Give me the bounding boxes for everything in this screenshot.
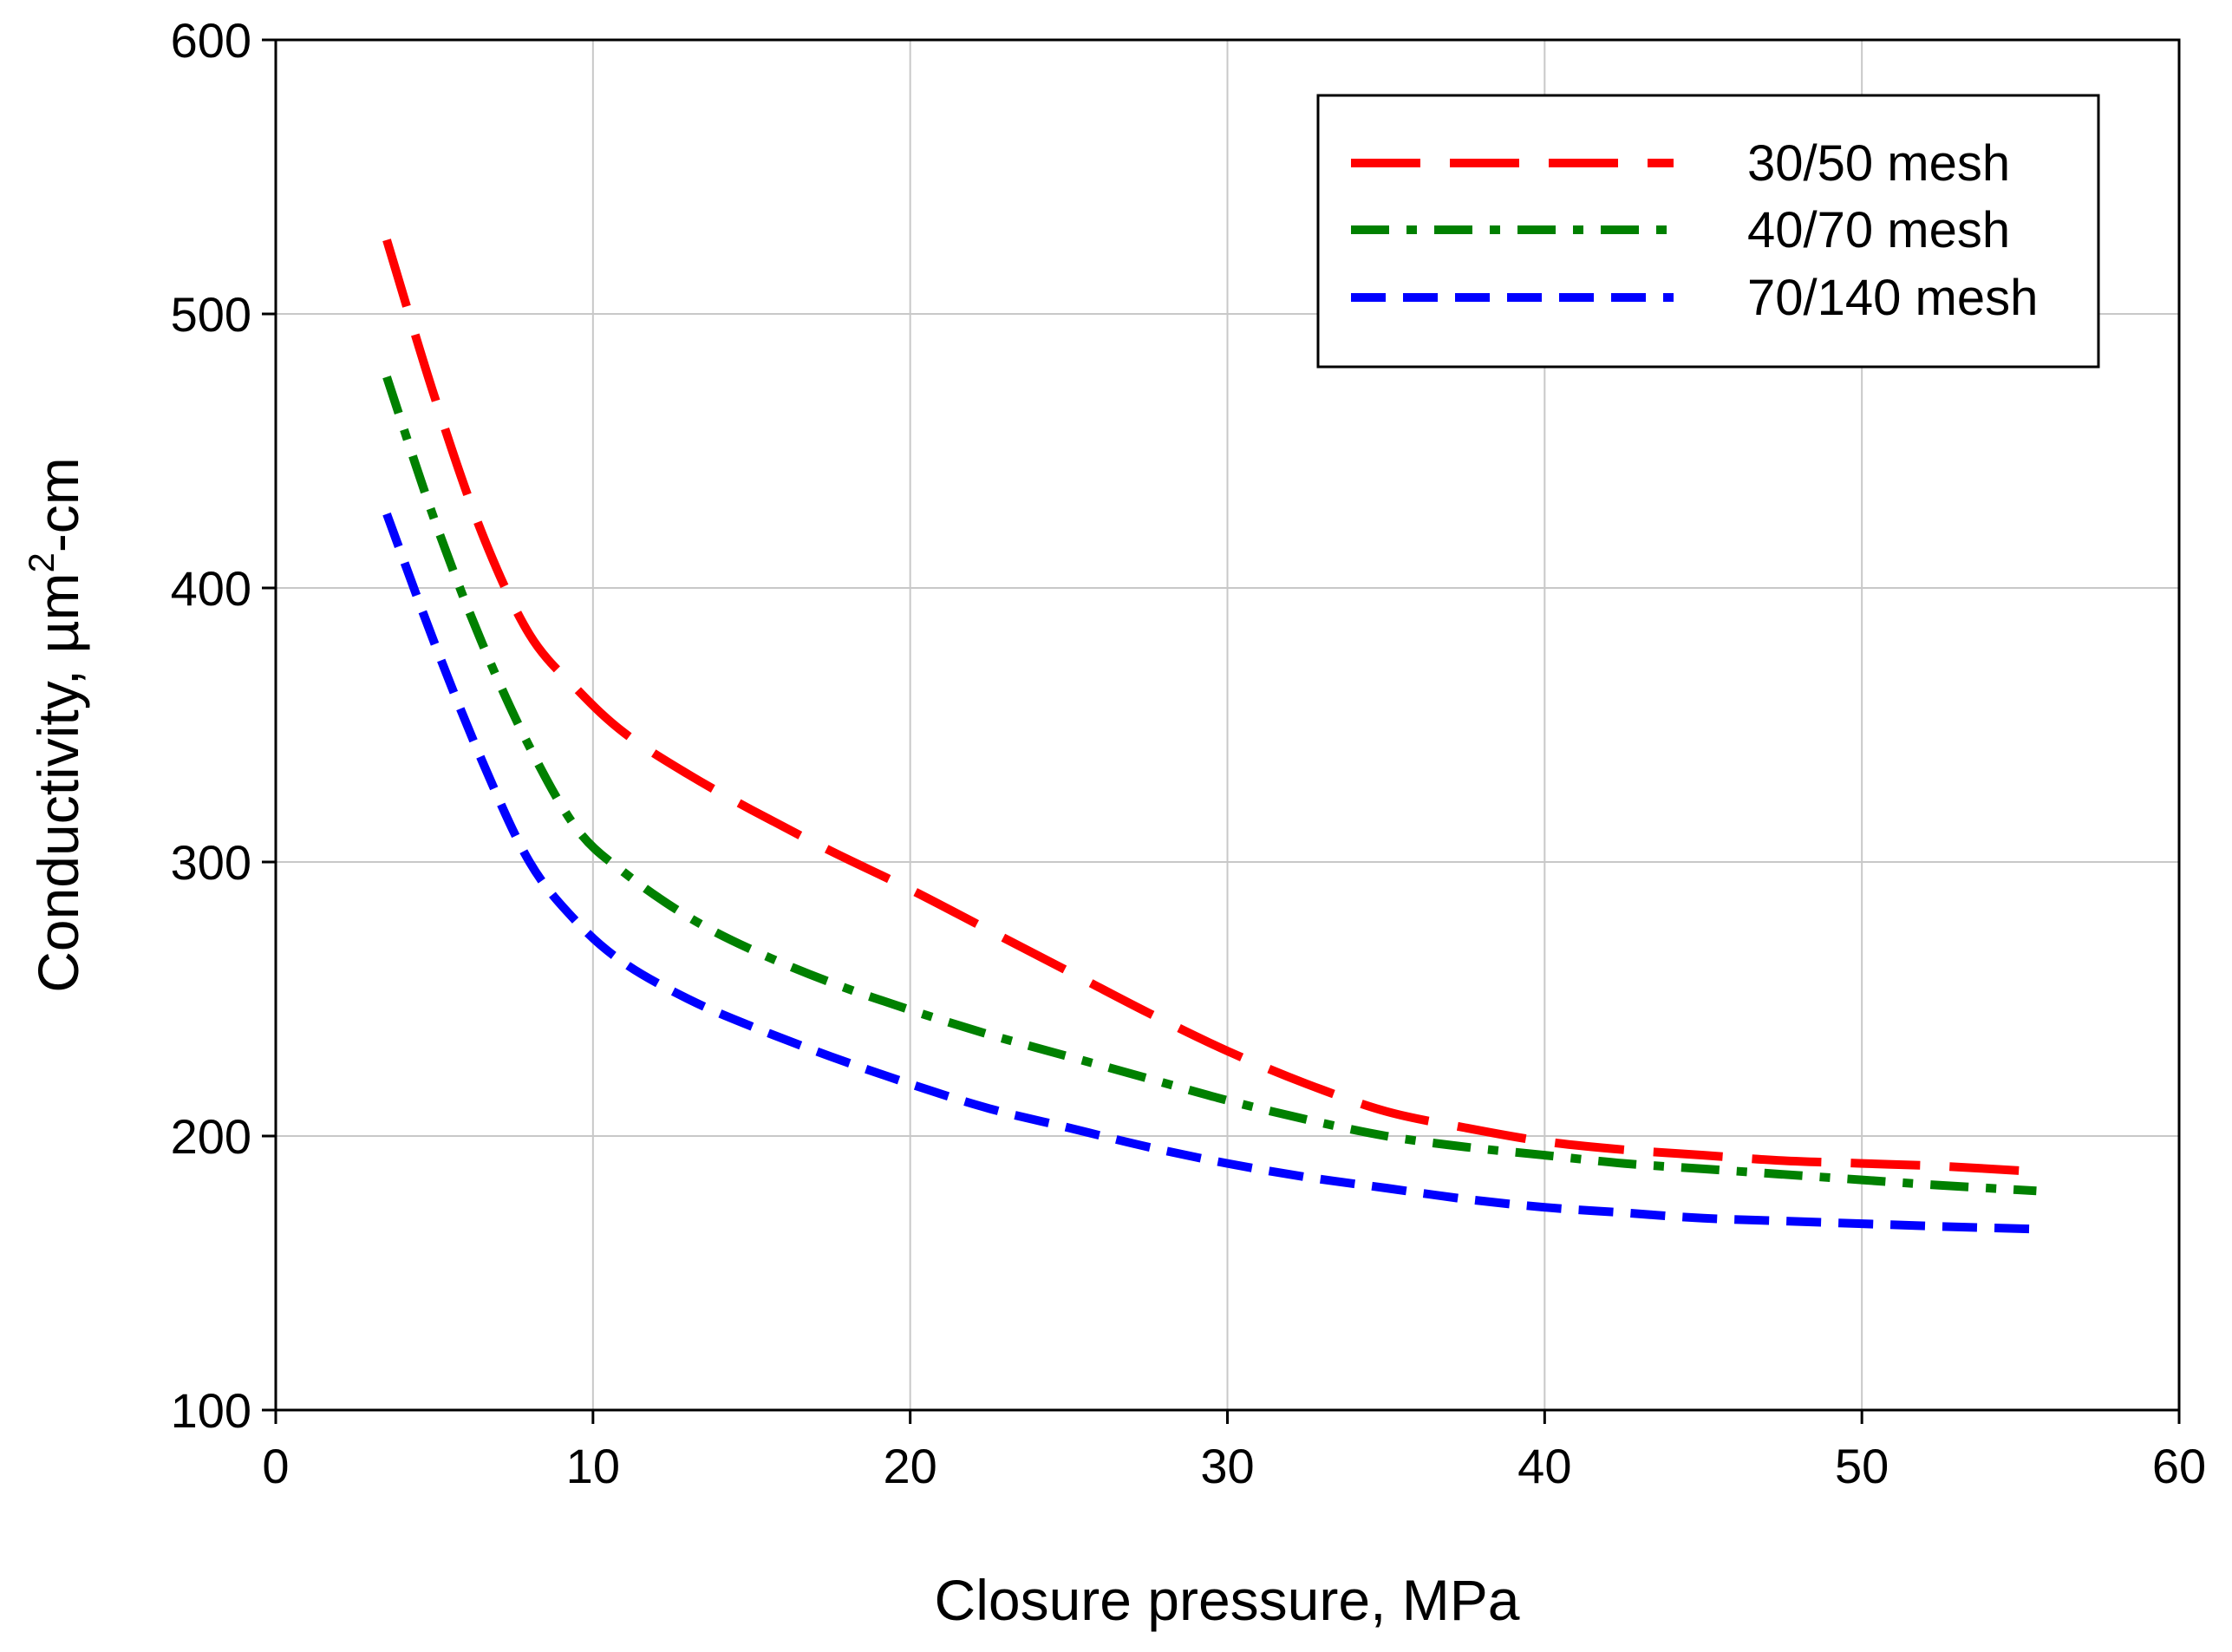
y-axis-title-sup: 2: [21, 552, 62, 572]
series-line-70-140-mesh: [382, 512, 2037, 1234]
y-tick-label: 400: [171, 561, 251, 616]
x-tick-label: 0: [262, 1439, 289, 1493]
legend-label-40-70-mesh: 40/70 mesh: [1747, 202, 2010, 258]
y-axis-title: Conductivity, µm2-cm: [21, 457, 90, 993]
y-axis-title-base: Conductivity, µm: [26, 573, 90, 993]
y-tick-label: 300: [171, 835, 251, 890]
x-tick-label: 30: [1200, 1439, 1254, 1493]
legend: 30/50 mesh 40/70 mesh 70/140 mesh: [1316, 94, 2100, 369]
x-tick-label: 40: [1517, 1439, 1571, 1493]
x-axis-title: Closure pressure, MPa: [935, 1568, 1520, 1632]
y-tick-label: 600: [171, 13, 251, 68]
series-lines: [382, 238, 2037, 1234]
x-tick-label: 20: [884, 1439, 937, 1493]
x-tick-label: 60: [2152, 1439, 2206, 1493]
x-tick-label: 10: [566, 1439, 620, 1493]
series-line-40-70-mesh: [382, 375, 2037, 1196]
legend-label-30-50-mesh: 30/50 mesh: [1747, 135, 2010, 192]
y-tick-label: 100: [171, 1383, 251, 1438]
y-tick-label: 500: [171, 287, 251, 342]
x-tick-label: 50: [1835, 1439, 1889, 1493]
y-axis-title-rest: -cm: [26, 457, 90, 552]
legend-label-70-140-mesh: 70/140 mesh: [1747, 270, 2038, 326]
y-tick-label: 200: [171, 1109, 251, 1164]
axis-ticks: 0 10 20 30 40 50 60 100 200 300 400 500 600: [171, 13, 2207, 1493]
series-line-30-50-mesh: [382, 238, 2037, 1177]
